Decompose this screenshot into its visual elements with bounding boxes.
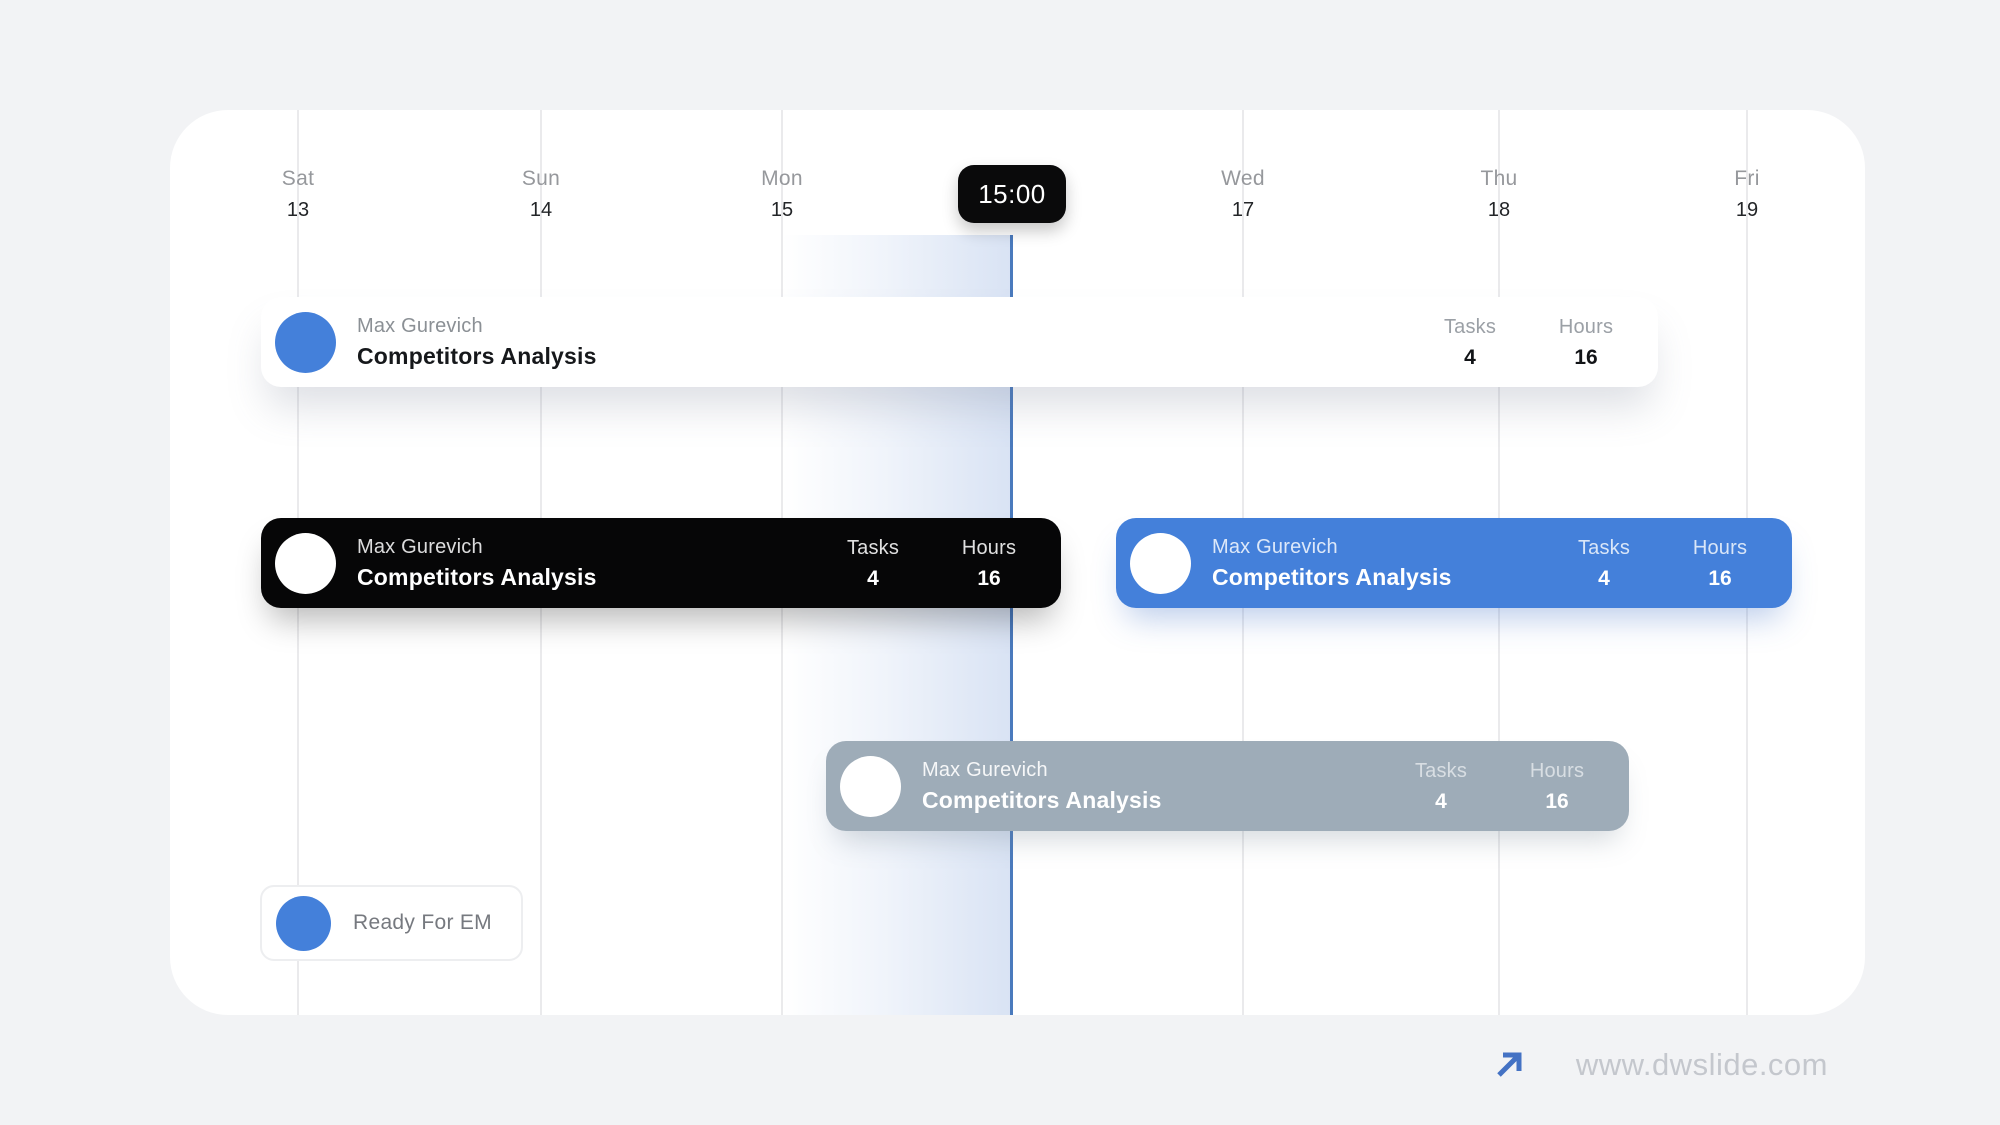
- hours-value: 16: [977, 566, 1001, 590]
- hours-stat: Hours 16: [1512, 761, 1602, 812]
- day-header-sun: Sun 14: [522, 168, 560, 220]
- tasks-value: 4: [1598, 566, 1610, 590]
- day-date: 14: [529, 199, 553, 221]
- task-title: Competitors Analysis: [357, 564, 597, 590]
- tasks-stat: Tasks 4: [1396, 761, 1486, 812]
- task-card-stats: Tasks 4 Hours 16: [1425, 317, 1631, 368]
- arrow-up-right-icon: [1497, 1052, 1522, 1077]
- hours-label: Hours: [1558, 315, 1614, 338]
- current-time-badge: 15:00: [958, 165, 1066, 223]
- task-card-text: Max Gurevich Competitors Analysis: [1212, 537, 1559, 589]
- tasks-label: Tasks: [1414, 759, 1468, 782]
- day-name: Mon: [761, 167, 803, 190]
- task-card-stats: Tasks 4 Hours 16: [828, 538, 1034, 589]
- day-name: Wed: [1221, 167, 1265, 190]
- day-name: Fri: [1734, 167, 1760, 190]
- tasks-stat: Tasks 4: [1559, 538, 1649, 589]
- hours-value: 16: [1708, 566, 1732, 590]
- current-time-label: 15:00: [978, 178, 1046, 209]
- hours-stat: Hours 16: [1541, 317, 1631, 368]
- task-card-blue[interactable]: Max Gurevich Competitors Analysis Tasks …: [1116, 518, 1792, 608]
- tasks-label: Tasks: [1443, 315, 1497, 338]
- task-card-stats: Tasks 4 Hours 16: [1559, 538, 1765, 589]
- watermark-text: www.dwslide.com: [1575, 1047, 1828, 1082]
- day-name: Thu: [1480, 167, 1518, 190]
- day-header-thu: Thu 18: [1480, 168, 1517, 220]
- avatar: [1130, 532, 1191, 594]
- task-card-stats: Tasks 4 Hours 16: [1396, 761, 1602, 812]
- task-card-text: Max Gurevich Competitors Analysis: [357, 537, 828, 589]
- day-date: 19: [1735, 199, 1759, 221]
- hours-stat: Hours 16: [1675, 538, 1765, 589]
- hours-label: Hours: [1692, 536, 1748, 559]
- day-name: Sat: [281, 167, 315, 190]
- tasks-value: 4: [867, 566, 879, 590]
- day-header-mon: Mon 15: [761, 168, 803, 220]
- hours-label: Hours: [961, 536, 1017, 559]
- day-header-fri: Fri 19: [1734, 168, 1759, 220]
- task-card-text: Max Gurevich Competitors Analysis: [357, 316, 1425, 368]
- day-date: 13: [286, 199, 310, 221]
- day-header-wed: Wed 17: [1221, 168, 1265, 220]
- person-name: Max Gurevich: [357, 536, 483, 558]
- tasks-value: 4: [1464, 345, 1476, 369]
- status-dot: [276, 895, 331, 951]
- task-title: Competitors Analysis: [922, 787, 1162, 813]
- hours-label: Hours: [1529, 759, 1585, 782]
- task-card-black[interactable]: Max Gurevich Competitors Analysis Tasks …: [261, 518, 1061, 608]
- tasks-label: Tasks: [1577, 536, 1631, 559]
- person-name: Max Gurevich: [357, 315, 483, 337]
- tasks-stat: Tasks 4: [828, 538, 918, 589]
- task-card-text: Max Gurevich Competitors Analysis: [922, 760, 1396, 812]
- avatar: [275, 311, 336, 373]
- day-date: 15: [770, 199, 794, 221]
- tasks-value: 4: [1435, 789, 1447, 813]
- avatar: [840, 755, 901, 817]
- task-card-gray[interactable]: Max Gurevich Competitors Analysis Tasks …: [826, 741, 1629, 831]
- watermark-link[interactable]: www.dwslide.com: [1494, 1042, 1828, 1088]
- timeline-canvas: Sat 13 Sun 14 Mon 15 Wed 17 Thu 18 Fri 1…: [170, 110, 1865, 1015]
- hours-stat: Hours 16: [944, 538, 1034, 589]
- day-name: Sun: [521, 167, 561, 190]
- current-time-line: [1010, 235, 1013, 1015]
- task-card-white[interactable]: Max Gurevich Competitors Analysis Tasks …: [261, 297, 1658, 387]
- day-header-sat: Sat 13: [282, 168, 314, 220]
- task-title: Competitors Analysis: [1212, 564, 1452, 590]
- tasks-label: Tasks: [846, 536, 900, 559]
- legend-ready-for-em[interactable]: Ready For EM: [260, 885, 523, 961]
- avatar: [275, 532, 336, 594]
- person-name: Max Gurevich: [1212, 536, 1338, 558]
- legend-label: Ready For EM: [353, 911, 492, 934]
- person-name: Max Gurevich: [922, 759, 1048, 781]
- day-date: 17: [1231, 199, 1255, 221]
- hours-value: 16: [1574, 345, 1598, 369]
- hours-value: 16: [1545, 789, 1569, 813]
- tasks-stat: Tasks 4: [1425, 317, 1515, 368]
- task-title: Competitors Analysis: [357, 343, 597, 369]
- day-date: 18: [1487, 199, 1511, 221]
